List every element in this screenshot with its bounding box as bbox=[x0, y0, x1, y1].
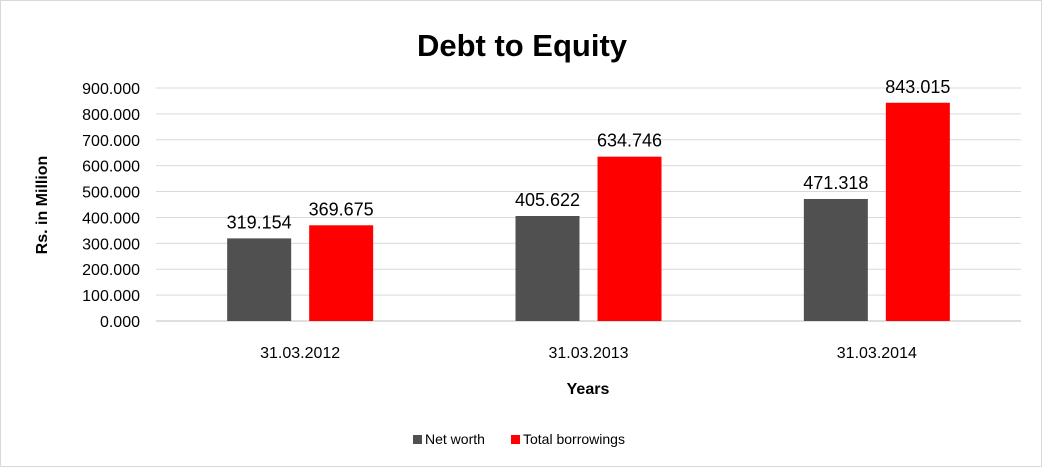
y-tick-label: 100.000 bbox=[82, 288, 140, 305]
y-tick-label: 700.000 bbox=[82, 133, 140, 150]
data-label: 405.622 bbox=[515, 190, 580, 210]
category-label: 31.03.2014 bbox=[837, 345, 917, 362]
data-label: 319.154 bbox=[227, 212, 292, 232]
data-label: 471.318 bbox=[803, 173, 868, 193]
y-tick-labels: 0.000 100.000 200.000 300.000 400.000 500.000… bbox=[82, 81, 140, 331]
data-label: 369.675 bbox=[309, 199, 374, 219]
y-axis-title: Rs. in Million bbox=[34, 156, 51, 255]
data-labels: 319.154 369.675 405.622 634.746 471.318 843.0… bbox=[227, 77, 951, 233]
y-tick-label: 400.000 bbox=[82, 210, 140, 227]
y-tick-label: 300.000 bbox=[82, 236, 140, 253]
bar-net-worth bbox=[227, 238, 292, 321]
y-tick-label: 0.000 bbox=[100, 314, 140, 331]
data-label: 634.746 bbox=[597, 131, 662, 151]
bar-total-borrowings bbox=[597, 156, 662, 321]
y-tick-label: 600.000 bbox=[82, 159, 140, 176]
x-axis-title: Years bbox=[567, 381, 610, 398]
category-label: 31.03.2013 bbox=[548, 345, 628, 362]
y-tick-label: 900.000 bbox=[82, 81, 140, 98]
category-labels: 31.03.2012 31.03.2013 31.03.2014 bbox=[260, 345, 917, 362]
legend: Net worth Total borrowings bbox=[413, 431, 625, 447]
legend-swatch bbox=[511, 435, 520, 444]
bar-net-worth bbox=[515, 215, 580, 321]
y-tick-label: 800.000 bbox=[82, 107, 140, 124]
legend-swatch bbox=[413, 435, 422, 444]
bar-net-worth bbox=[803, 198, 868, 321]
chart-title: Debt to Equity bbox=[417, 28, 628, 63]
data-label: 843.015 bbox=[885, 77, 950, 97]
y-tick-label: 200.000 bbox=[82, 262, 140, 279]
legend-label: Total borrowings bbox=[523, 431, 625, 447]
gridlines bbox=[156, 87, 1021, 322]
legend-label: Net worth bbox=[425, 431, 485, 447]
bar-total-borrowings bbox=[885, 102, 950, 322]
category-label: 31.03.2012 bbox=[260, 345, 340, 362]
bar-total-borrowings bbox=[309, 225, 374, 321]
bars bbox=[227, 102, 950, 322]
y-tick-label: 500.000 bbox=[82, 185, 140, 202]
